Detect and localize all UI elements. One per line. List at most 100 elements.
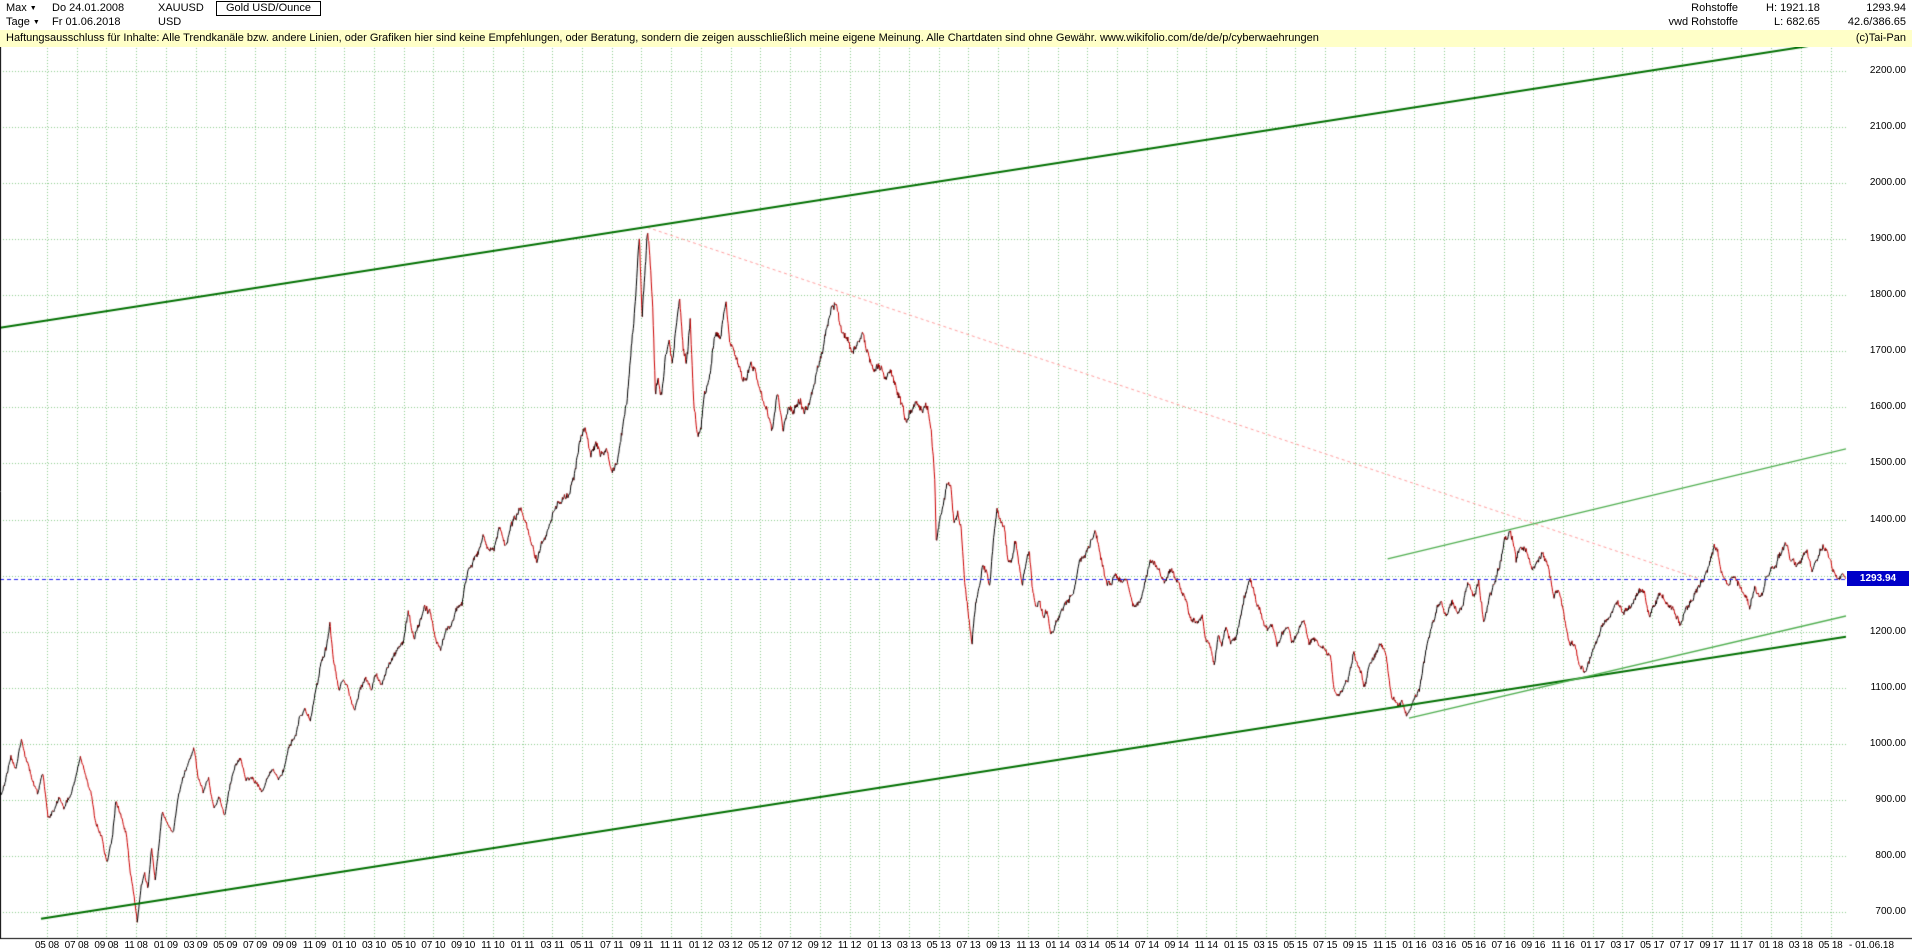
x-tick-label: 03 17 [1610,940,1635,951]
x-tick-label: 07 13 [956,940,981,951]
y-tick-label: 700.00 [1875,906,1906,917]
x-tick-label: 09 11 [629,940,654,951]
x-tick-label: 07 11 [600,940,624,951]
x-tick-label: 09 12 [807,940,832,951]
x-tick-label: 11 14 [1194,940,1218,951]
x-tick-label: 09 08 [94,940,119,951]
y-tick-label: 1100.00 [1870,681,1906,693]
x-tick-label: 01 10 [332,940,357,951]
x-tick-label: 09 15 [1342,940,1367,951]
x-tick-label: 01 12 [688,940,713,951]
datasource-label: vwd Rohstoffe [1668,16,1739,28]
x-tick-label: 11 11 [659,940,683,951]
x-tick-label: 07 08 [64,940,89,951]
x-tick-label: 07 15 [1313,940,1338,951]
x-tick-label: 01 14 [1045,940,1070,951]
y-tick-label: 1500.00 [1869,457,1906,469]
x-tick-label: 03 12 [718,940,743,951]
x-tick-label: 11 13 [1016,940,1040,951]
x-tick-label: 01 18 [1759,940,1784,951]
category-label: Rohstoffe [1691,2,1739,14]
period-high-label: H: 1921.18 [1766,2,1820,14]
disclaimer-bar: Haftungsausschluss für Inhalte: Alle Tre… [0,30,1912,47]
x-tick-label: 09 14 [1164,940,1189,951]
quote-info: Rohstoffe H: 1921.18 1293.94 vwd Rohstof… [1669,2,1906,28]
copyright-label: (c)Tai-Pan [1855,32,1906,44]
range-selector-label: Max [6,2,27,14]
period-selector[interactable]: Tage ▼ [6,16,40,28]
x-tick-label: 05 16 [1461,940,1486,951]
y-tick-label: 1400.00 [1869,513,1906,525]
range-selector[interactable]: Max ▼ [6,2,37,14]
x-tick-label: 03 14 [1075,940,1100,951]
x-tick-label: 01 15 [1224,940,1249,951]
y-tick-label: 900.00 [1875,793,1906,805]
y-tick-label: 2100.00 [1869,121,1906,133]
x-tick-label: 07 16 [1491,940,1516,951]
x-tick-label: 07 12 [778,940,803,951]
x-tick-label: 03 18 [1788,940,1813,951]
x-tick-label: 05 14 [1105,940,1130,951]
x-tick-label: 07 09 [243,940,268,951]
disclaimer-text: Haftungsausschluss für Inhalte: Alle Tre… [6,32,1319,44]
x-tick-label: 05 08 [34,940,59,951]
x-tick-label: 05 10 [391,940,416,951]
x-tick-label: 07 10 [421,940,446,951]
chevron-down-icon: ▼ [32,19,40,26]
x-tick-label: 09 10 [451,940,476,951]
x-tick-label: 05 15 [1283,940,1308,951]
y-tick-label: 1900.00 [1869,233,1906,245]
y-tick-label: 1200.00 [1869,625,1906,637]
x-tick-label: 11 09 [302,940,327,951]
x-tick-label: 01 16 [1402,940,1427,951]
x-tick-label: 05 11 [570,940,594,951]
x-tick-label: 01 17 [1580,940,1605,951]
y-tick-label: 2200.00 [1869,65,1906,76]
x-tick-label: 05 18 [1818,940,1843,951]
y-tick-label: 800.00 [1875,849,1906,861]
x-tick-label: 01 13 [867,940,892,951]
x-tick-label: 07 14 [1134,940,1159,951]
x-tick-label: 03 11 [540,940,564,951]
x-tick-label: 11 16 [1551,940,1575,951]
last-price-label: 1293.94 [1866,2,1906,14]
y-tick-label: 1000.00 [1869,737,1906,749]
x-tick-label: 05 13 [926,940,951,951]
x-tick-label: 11 15 [1372,940,1397,951]
x-tick-label: 07 17 [1669,940,1694,951]
x-tick-label: 11 12 [837,940,862,951]
y-tick-label: 1600.00 [1869,401,1906,413]
start-date: Do 24.01.2008 [52,2,125,14]
x-tick-label: 01 11 [510,940,535,951]
chevron-down-icon: ▼ [29,5,37,12]
instrument-box: Gold USD/Ounce [216,1,321,16]
change-label: 42.6/386.65 [1847,16,1906,28]
period-low-label: L: 682.65 [1774,16,1820,28]
end-date: Fr 01.06.2018 [52,16,121,28]
x-tick-label: 05 17 [1640,940,1665,951]
symbol-label: XAUUSD [158,2,204,14]
x-tick-label: 03 13 [897,940,922,951]
x-tick-label: 05 09 [213,940,238,951]
x-tick-label: 03 16 [1432,940,1457,951]
x-tick-label: 03 10 [361,940,386,951]
y-tick-label: 1700.00 [1869,345,1906,357]
period-selector-label: Tage [6,16,30,28]
x-axis-end-label: - 01.06.18 [1849,940,1895,951]
currency-label: USD [158,16,182,28]
x-tick-label: 09 13 [986,940,1011,951]
y-tick-label: 1800.00 [1869,289,1906,301]
x-tick-label: 11 10 [481,940,505,951]
x-tick-label: 03 15 [1253,940,1278,951]
x-tick-label: 11 08 [124,940,148,951]
x-tick-label: 11 17 [1729,940,1753,951]
x-tick-label: 01 09 [153,940,178,951]
x-tick-label: 09 17 [1699,940,1724,951]
x-tick-label: 09 16 [1521,940,1546,951]
x-tick-label: 03 09 [183,940,208,951]
x-tick-label: 09 09 [272,940,297,951]
chart-header: Max ▼ Do 24.01.2008 XAUUSD Tage ▼ Fr 01.06… [0,0,1912,30]
y-tick-label: 2000.00 [1869,177,1906,189]
x-tick-label: 05 12 [748,940,773,951]
